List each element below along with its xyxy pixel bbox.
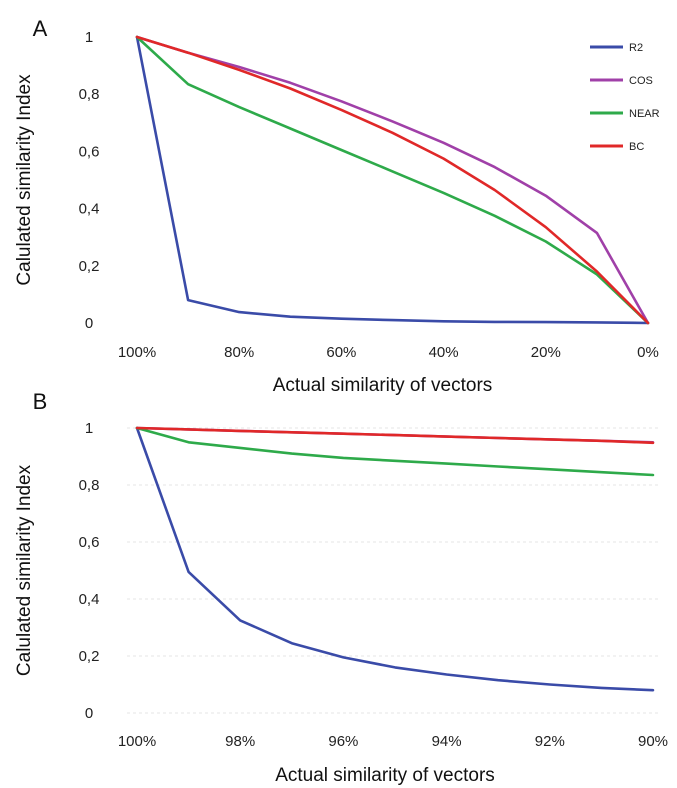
y-tick-label: 1 bbox=[85, 420, 93, 437]
y-tick-label: 1 bbox=[85, 29, 93, 46]
series-line-near bbox=[135, 35, 650, 325]
y-axis-label: Calulated similarity Index bbox=[14, 464, 35, 676]
chart-panel-a: A 0 0,2 0,4 0,6 0,8 1 100% 80% 60% 40% 20% 0% Actual … bbox=[14, 16, 660, 396]
legend: R2 COS NEAR BC bbox=[590, 42, 660, 153]
x-tick-label: 98% bbox=[225, 733, 255, 750]
series-line-r2 bbox=[135, 35, 650, 325]
x-tick-label: 90% bbox=[638, 733, 668, 750]
y-tick-label: 0,2 bbox=[79, 258, 100, 275]
x-tick-label: 0% bbox=[637, 344, 659, 361]
y-tick-label: 0,8 bbox=[79, 477, 100, 494]
y-tick-label: 0,4 bbox=[79, 201, 100, 218]
x-tick-label: 100% bbox=[118, 344, 156, 361]
x-axis-label: Actual similarity of vectors bbox=[275, 765, 495, 786]
legend-label-near: NEAR bbox=[629, 108, 660, 120]
y-tick-label: 0,8 bbox=[79, 86, 100, 103]
legend-label-r2: R2 bbox=[629, 42, 643, 54]
legend-label-cos: COS bbox=[629, 75, 653, 87]
x-tick-label: 80% bbox=[224, 344, 254, 361]
x-tick-label: 20% bbox=[531, 344, 561, 361]
x-tick-label: 100% bbox=[118, 733, 156, 750]
series-line-cos bbox=[135, 35, 650, 325]
y-tick-label: 0,6 bbox=[79, 534, 100, 551]
series-line-near bbox=[135, 426, 655, 477]
panel-label: A bbox=[33, 16, 48, 41]
y-tick-label: 0,4 bbox=[79, 591, 100, 608]
y-tick-label: 0 bbox=[85, 705, 93, 722]
chart-panel-b: B 0 0,2 0,4 0,6 0,8 1 100% 98% 96% 94% 92% 90% Actual… bbox=[14, 389, 668, 786]
x-tick-label: 60% bbox=[326, 344, 356, 361]
legend-label-bc: BC bbox=[629, 141, 644, 153]
x-tick-label: 92% bbox=[535, 733, 565, 750]
x-tick-label: 94% bbox=[432, 733, 462, 750]
x-tick-label: 96% bbox=[328, 733, 358, 750]
series-line-r2 bbox=[135, 426, 655, 692]
series-line-bc bbox=[135, 35, 650, 325]
x-tick-label: 40% bbox=[429, 344, 459, 361]
x-axis-label: Actual similarity of vectors bbox=[273, 375, 493, 396]
panel-label: B bbox=[33, 389, 48, 414]
y-tick-label: 0,2 bbox=[79, 648, 100, 665]
y-tick-label: 0,6 bbox=[79, 143, 100, 160]
series-line-bc bbox=[135, 426, 655, 445]
y-axis-label: Calulated similarity Index bbox=[14, 74, 35, 286]
y-tick-label: 0 bbox=[85, 315, 93, 332]
